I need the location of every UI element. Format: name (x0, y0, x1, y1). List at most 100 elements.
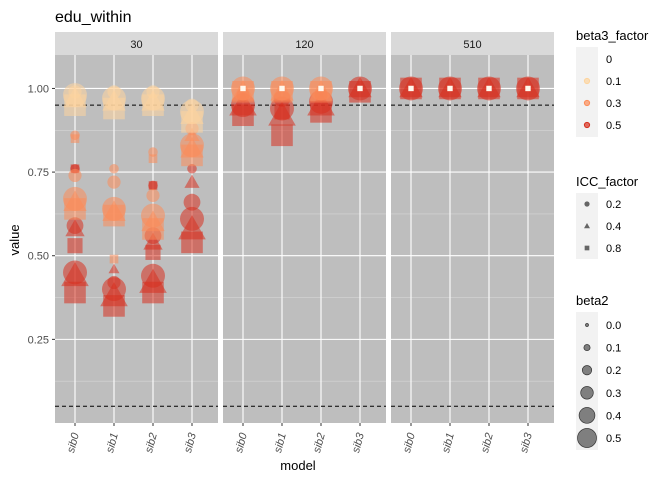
data-point (181, 144, 203, 167)
x-tick-label: sib0 (401, 431, 418, 454)
legend-title-icc-factor: ICC_factor (576, 174, 639, 189)
legend-shape-key (584, 223, 590, 229)
data-point (108, 263, 120, 274)
legend-color-label: 0.3 (606, 98, 621, 110)
legend-size-label: 0.2 (606, 365, 621, 377)
facet-strip-label: 120 (295, 39, 313, 51)
legend-size-key (578, 407, 596, 424)
legend-title-beta3-factor: beta3_factor (576, 28, 649, 43)
data-point (310, 101, 332, 123)
data-point (271, 81, 293, 103)
data-point (310, 81, 332, 103)
data-point (240, 85, 246, 92)
data-point (68, 168, 82, 183)
x-tick-label: sib0 (233, 431, 250, 454)
y-tick-label: 1.00 (28, 83, 49, 95)
legend-size-label: 0.4 (606, 410, 621, 422)
data-point (67, 238, 83, 254)
x-tick-label: sib2 (143, 432, 160, 455)
legend-size-label: 0.3 (606, 388, 621, 400)
data-point (142, 94, 164, 116)
legend-color-key (583, 77, 591, 85)
data-point (525, 85, 531, 92)
x-tick-label: sib1 (104, 432, 121, 455)
data-point (146, 85, 160, 99)
y-tick-label: 0.50 (28, 251, 49, 263)
y-tick-label: 0.75 (28, 167, 49, 179)
data-point (349, 81, 371, 103)
legend-shape-label: 0.4 (606, 221, 621, 233)
legend-size-key (577, 428, 597, 448)
legend-color-key (583, 121, 591, 129)
legend-key-background (576, 47, 598, 137)
data-point (357, 85, 363, 92)
legend-size-label: 0.5 (606, 433, 621, 445)
data-point (107, 85, 121, 99)
data-point (271, 124, 293, 147)
legend-size-key (583, 344, 591, 352)
legend-color-label: 0.5 (606, 120, 621, 132)
facet-strip (391, 32, 554, 55)
facet-panels: 30 sib0 sib1 sib2 sib3 120 sib0 sib1 sib2 sib3 510… (55, 32, 554, 454)
data-point (65, 219, 85, 237)
legend-color-label: 0.1 (606, 76, 621, 88)
data-point (184, 174, 200, 188)
y-axis-title: value (7, 224, 22, 255)
data-point (70, 134, 80, 143)
data-point (183, 193, 201, 211)
x-tick-label: sib0 (65, 431, 82, 454)
facet-strip-label: 30 (130, 39, 142, 51)
facet-strip (55, 32, 218, 55)
data-point (64, 198, 86, 220)
data-point (146, 188, 160, 203)
legend-size-label: 0.1 (606, 343, 621, 355)
x-axis-title: model (280, 458, 316, 473)
legend-size-key (585, 323, 589, 327)
y-tick-label: 0.25 (28, 334, 49, 346)
data-point (181, 111, 203, 133)
data-point (279, 85, 285, 92)
data-point (148, 154, 158, 164)
legend-size-key (580, 386, 594, 400)
panel-background (391, 55, 554, 423)
data-point (184, 127, 200, 141)
data-point (408, 85, 414, 92)
data-point (232, 81, 254, 103)
legend-shape-label: 0.8 (606, 243, 621, 255)
x-tick-label: sib3 (182, 431, 199, 454)
legend: beta3_factor ICC_factor beta2 0 0.1 0.3 0.5… (576, 28, 649, 450)
data-point (70, 164, 80, 174)
data-point (148, 181, 158, 190)
data-point (185, 98, 199, 112)
data-point (109, 163, 119, 174)
x-tick-label: sib3 (350, 431, 367, 454)
data-point (486, 85, 492, 92)
legend-color-label: 0 (606, 54, 612, 66)
facet-strip-label: 510 (463, 39, 481, 51)
legend-shape-key (584, 201, 590, 207)
data-point (68, 85, 82, 99)
x-tick-label: sib2 (311, 432, 328, 455)
legend-title-beta2: beta2 (576, 293, 609, 308)
x-tick-label: sib2 (479, 432, 496, 455)
data-point (232, 104, 254, 127)
data-points (61, 76, 540, 317)
x-tick-label: sib1 (272, 432, 289, 455)
facet-strip (223, 32, 386, 55)
legend-color-key (583, 99, 591, 107)
data-point (187, 163, 197, 174)
data-point (109, 254, 119, 264)
data-point (107, 175, 121, 189)
legend-shape-label: 0.2 (606, 199, 621, 211)
legend-size-key (581, 365, 593, 376)
data-point (61, 262, 89, 287)
data-point (64, 94, 86, 116)
legend-size-label: 0.0 (606, 320, 621, 332)
x-tick-label: sib3 (518, 431, 535, 454)
chart-title: edu_within (55, 9, 132, 26)
data-point (318, 85, 324, 92)
data-point (447, 85, 453, 92)
data-point (142, 281, 164, 304)
data-point (103, 97, 125, 120)
